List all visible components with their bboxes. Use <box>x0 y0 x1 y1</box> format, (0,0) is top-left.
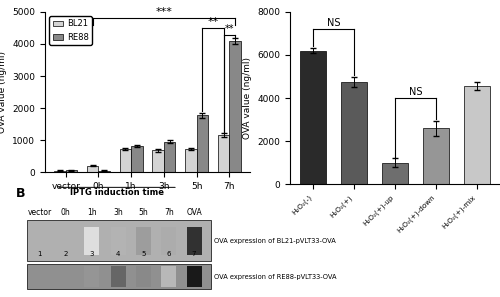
Text: NS: NS <box>409 87 422 97</box>
Bar <box>164 142 175 172</box>
Text: 5h: 5h <box>138 208 148 217</box>
Text: 5: 5 <box>142 251 146 257</box>
Text: B: B <box>16 187 26 200</box>
Bar <box>120 149 131 172</box>
FancyBboxPatch shape <box>84 227 99 255</box>
Text: 2: 2 <box>63 251 68 257</box>
Bar <box>229 41 240 172</box>
FancyBboxPatch shape <box>110 266 126 287</box>
Bar <box>185 149 196 172</box>
Bar <box>422 128 450 184</box>
FancyBboxPatch shape <box>162 227 176 255</box>
Text: 7: 7 <box>192 251 196 257</box>
Text: OVA: OVA <box>186 208 202 217</box>
Text: 7h: 7h <box>164 208 173 217</box>
FancyBboxPatch shape <box>28 264 212 289</box>
Bar <box>131 146 142 172</box>
Text: OVA expression of RE88-pVLT33-OVA: OVA expression of RE88-pVLT33-OVA <box>214 274 336 280</box>
FancyBboxPatch shape <box>186 266 202 287</box>
Text: 3: 3 <box>90 251 94 257</box>
Bar <box>196 115 208 172</box>
Text: 1: 1 <box>38 251 42 257</box>
FancyBboxPatch shape <box>110 227 126 255</box>
Legend: BL21, RE88: BL21, RE88 <box>49 16 92 45</box>
FancyBboxPatch shape <box>28 220 212 261</box>
Bar <box>300 51 326 184</box>
Bar <box>66 170 77 172</box>
Text: NS: NS <box>326 18 340 28</box>
Text: ***: *** <box>156 7 172 17</box>
Text: **: ** <box>224 24 234 34</box>
Text: 0h: 0h <box>60 208 70 217</box>
Text: 1h: 1h <box>87 208 97 217</box>
Text: IPTG induction time: IPTG induction time <box>70 188 164 198</box>
Bar <box>54 171 66 172</box>
Text: **: ** <box>208 17 218 27</box>
FancyBboxPatch shape <box>84 266 99 287</box>
FancyBboxPatch shape <box>136 227 151 255</box>
Text: 4: 4 <box>116 251 120 257</box>
Text: OVA expression of BL21-pVLT33-OVA: OVA expression of BL21-pVLT33-OVA <box>214 238 336 244</box>
Bar <box>464 86 490 184</box>
FancyBboxPatch shape <box>136 266 151 287</box>
Y-axis label: OVA value (ng/ml): OVA value (ng/ml) <box>0 51 6 133</box>
Bar <box>98 171 110 172</box>
Text: vector: vector <box>28 208 52 217</box>
FancyBboxPatch shape <box>162 266 176 287</box>
Bar <box>218 135 229 172</box>
Bar <box>152 151 164 172</box>
Bar <box>87 166 99 172</box>
Text: 6: 6 <box>166 251 171 257</box>
Y-axis label: OVA value (ng/ml): OVA value (ng/ml) <box>242 57 252 139</box>
Bar <box>340 82 367 184</box>
Bar <box>382 163 408 184</box>
FancyBboxPatch shape <box>186 227 202 255</box>
Text: 3h: 3h <box>114 208 123 217</box>
